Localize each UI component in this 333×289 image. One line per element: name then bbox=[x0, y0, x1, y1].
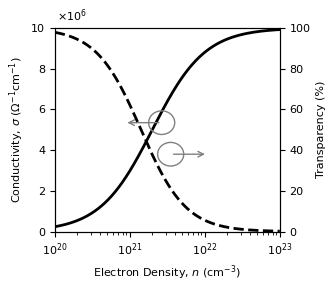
X-axis label: Electron Density, $n$ (cm$^{-3}$): Electron Density, $n$ (cm$^{-3}$) bbox=[93, 264, 241, 282]
Text: $\times 10^6$: $\times 10^6$ bbox=[57, 7, 87, 24]
Y-axis label: Transparency (%): Transparency (%) bbox=[316, 81, 326, 179]
Y-axis label: Conductivity, $\sigma$ ($\Omega^{-1}$cm$^{-1}$): Conductivity, $\sigma$ ($\Omega^{-1}$cm$… bbox=[7, 56, 26, 203]
